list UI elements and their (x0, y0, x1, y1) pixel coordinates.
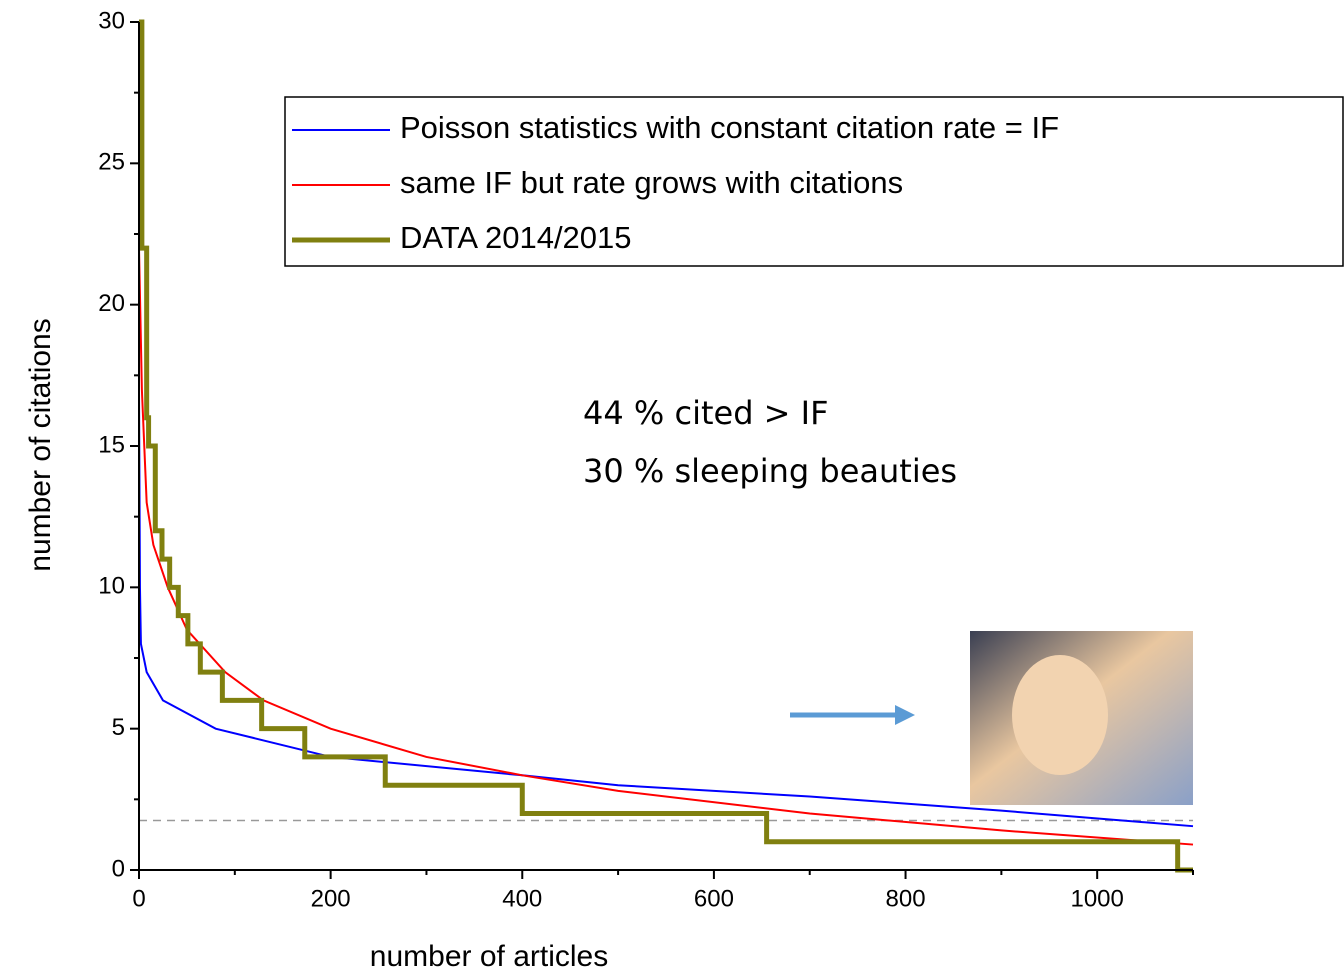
x-tick-label: 1000 (1070, 885, 1123, 912)
legend-label: DATA 2014/2015 (400, 220, 632, 255)
y-tick-label: 5 (112, 714, 125, 741)
x-tick-label: 200 (311, 885, 351, 912)
legend-label: Poisson statistics with constant citatio… (400, 110, 1059, 145)
x-axis-title: number of articles (370, 940, 608, 973)
annotation: 30 % sleeping beauties (583, 452, 957, 490)
data-line (139, 19, 1193, 873)
y-tick-label: 15 (98, 431, 125, 458)
x-tick-label: 800 (886, 885, 926, 912)
annotation: 44 % cited > IF (583, 394, 829, 432)
y-tick-label: 25 (98, 149, 125, 176)
data-line (138, 389, 1194, 828)
arrow-head (895, 705, 915, 725)
legend-box (284, 96, 1344, 267)
y-tick-label: 0 (112, 855, 125, 882)
x-tick-label: 0 (132, 885, 145, 912)
x-tick-label: 400 (502, 885, 542, 912)
legend-label: same IF but rate grows with citations (400, 165, 903, 200)
y-tick-label: 20 (98, 290, 125, 317)
image-face (1012, 655, 1108, 775)
y-axis-title: number of citations (24, 318, 57, 571)
y-tick-label: 30 (98, 7, 125, 34)
x-tick-label: 600 (694, 885, 734, 912)
y-tick-label: 10 (98, 573, 125, 600)
